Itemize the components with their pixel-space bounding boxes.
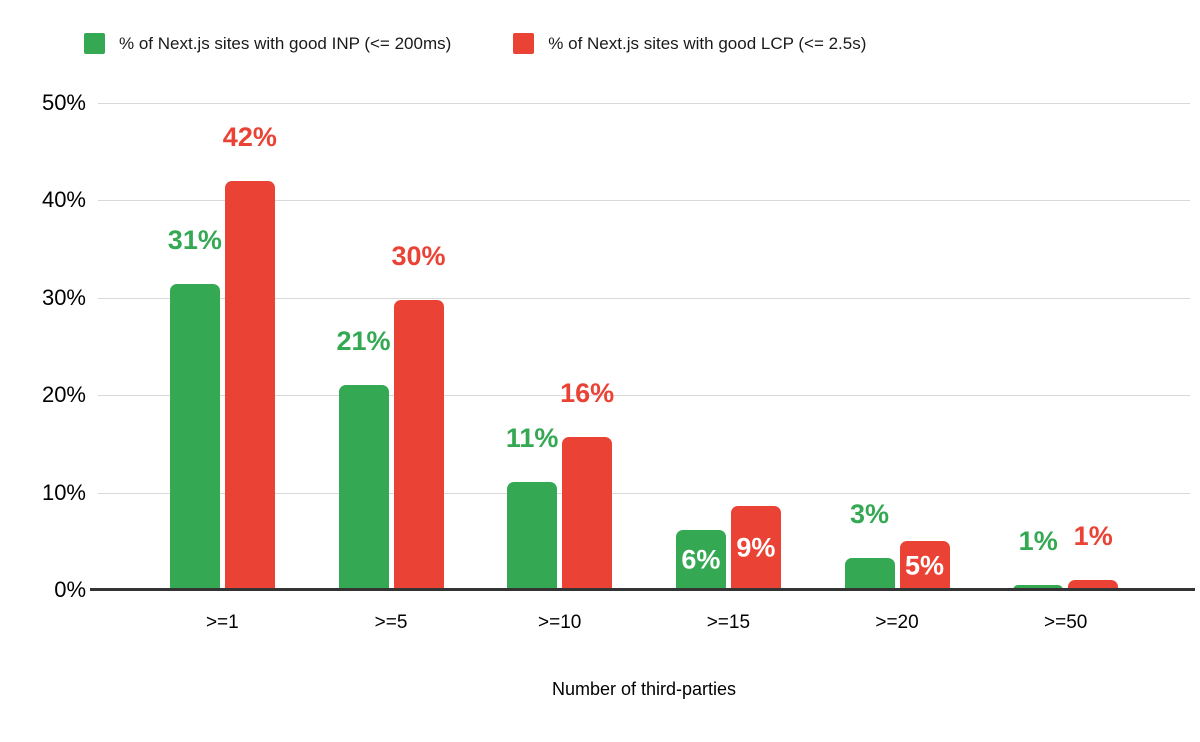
bar-value-label: 9% (736, 532, 776, 563)
x-axis-labels: >=1 >=5 >=10 >=15 >=20 >=50 (98, 612, 1190, 634)
bar-groups: 31% 42% 21% 30% 11% 16% 6% 9% 3% 5% 1% 1% (98, 103, 1190, 590)
legend-label: % of Next.js sites with good INP (<= 200… (119, 33, 452, 53)
inp-bar-ge1: 31% (168, 227, 222, 590)
y-axis-labels: 0% 10% 20% 30% 40% 50% (0, 90, 86, 602)
x-tick-label-ge5: >=5 (374, 612, 408, 633)
lcp-bar-ge50: 1% (1068, 523, 1119, 590)
bar-value-label: 21% (336, 325, 391, 356)
bar-value-label: 6% (681, 544, 721, 575)
inp-bar-ge20: 3% (844, 500, 895, 590)
lcp-bar-ge10: 16% (560, 380, 614, 590)
y-tick-label: 0% (54, 577, 86, 602)
gridline (98, 103, 1190, 104)
inp-bar-ge50: 1% (1013, 528, 1064, 590)
x-tick-label-ge10: >=10 (538, 612, 582, 633)
bar-value-label: 30% (391, 240, 446, 271)
bar-value-label: 11% (505, 422, 559, 453)
plot-area: 31% 42% 21% 30% 11% 16% 6% 9% 3% 5% 1% 1% (90, 103, 1195, 591)
y-tick-label: 10% (41, 479, 86, 505)
legend-item-lcp: % of Next.js sites with good LCP (<= 2.5… (513, 33, 866, 54)
gridline (98, 395, 1190, 397)
legend-swatch-icon (84, 33, 105, 54)
x-tick-label-ge1: >=1 (205, 612, 239, 633)
x-tick-label-ge15: >=15 (706, 612, 751, 633)
lcp-bar-ge20: 5% (899, 541, 950, 590)
x-tick-label-ge50: >=50 (1044, 612, 1088, 633)
legend-item-inp: % of Next.js sites with good INP (<= 200… (84, 33, 451, 54)
bar-group-ge20: 3% 5% (813, 103, 982, 590)
x-axis-line (90, 588, 1195, 591)
bar-group-ge15: 6% 9% (644, 103, 813, 590)
y-tick-label: 50% (41, 90, 86, 115)
y-tick-label: 40% (41, 187, 86, 213)
bar-group-ge10: 11% 16% (475, 103, 644, 590)
x-tick-label-ge20: >=20 (875, 612, 919, 633)
lcp-bar-ge5: 30% (391, 242, 446, 590)
lcp-bar-ge15: 9% (730, 506, 781, 590)
inp-bar-ge15: 6% (675, 529, 726, 590)
y-tick-label: 20% (41, 382, 86, 408)
bar-value-label: 16% (560, 378, 615, 409)
inp-bar-ge10: 11% (506, 424, 558, 590)
bar-value-label: 31% (167, 225, 222, 256)
inp-bar-ge5: 21% (336, 327, 391, 590)
lcp-bar-ge1: 42% (223, 123, 277, 590)
y-tick-label: 30% (41, 284, 86, 310)
x-axis-title: Number of third-parties (551, 679, 737, 699)
bar-group-ge5: 21% 30% (307, 103, 476, 590)
bar-value-label: 1% (1073, 521, 1113, 552)
bar-value-label: 42% (222, 121, 277, 152)
gridline (98, 200, 1190, 202)
bar-value-label: 3% (850, 498, 890, 529)
gridline (98, 492, 1190, 494)
gridline (98, 297, 1190, 299)
legend: % of Next.js sites with good INP (<= 200… (84, 33, 866, 54)
bar-group-ge1: 31% 42% (138, 103, 307, 590)
legend-label: % of Next.js sites with good LCP (<= 2.5… (548, 33, 867, 53)
bar-value-label: 5% (905, 550, 945, 581)
legend-swatch-icon (513, 33, 535, 54)
bar-group-ge50: 1% 1% (981, 103, 1150, 590)
bar-value-label: 1% (1018, 526, 1058, 557)
